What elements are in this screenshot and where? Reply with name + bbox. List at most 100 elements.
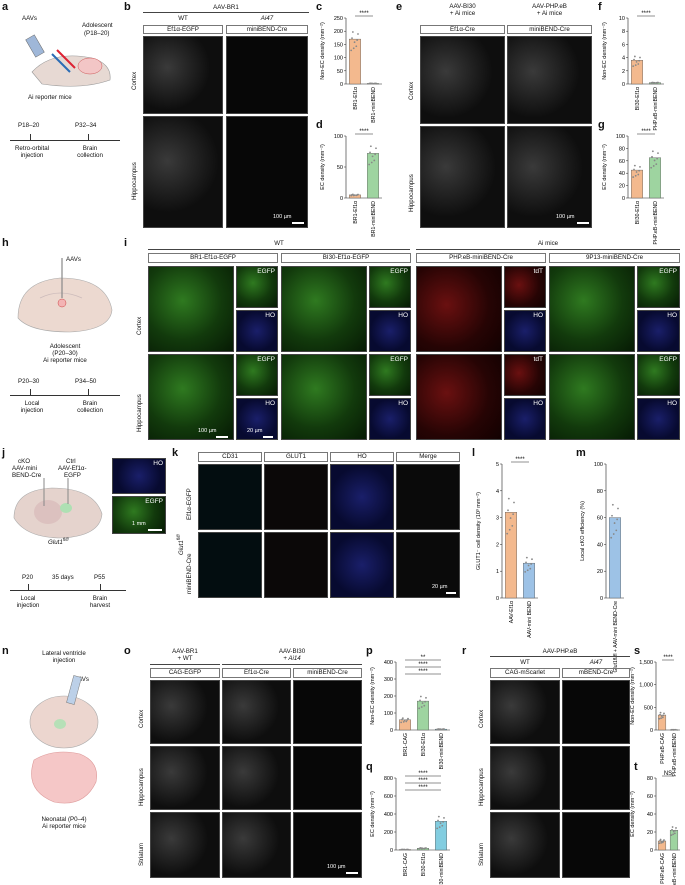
event1a-j: Local [20,595,36,602]
panel-r-col2: mBEND-Cre [562,668,630,678]
micrograph-o-r1-c2 [222,680,291,744]
panel-k-row2: miniBEND-Cre [186,553,193,594]
y-tick-label: 5 [496,462,499,468]
data-point [369,145,372,148]
panel-e-scale: 100 µm [556,214,575,220]
y-tick-label: 200 [334,29,343,35]
micrograph-r-r1-c1 [490,680,560,744]
data-point [437,728,439,731]
data-point [659,711,662,714]
chart-svg-c: 0 50 100 150 200 250 Non-EC density (mm⁻²) BR1-… [320,11,382,123]
panel-label-p: p [366,645,373,657]
y-tick-label: 0 [340,82,343,88]
data-point [675,827,677,829]
data-point [671,826,674,828]
data-point [651,81,653,84]
panel-label-m: m [576,447,586,459]
data-point [439,822,442,825]
event2a-a: Brain [82,145,98,152]
panel-e-col2: miniBEND-Cre [507,25,592,34]
panel-j-cko2: AAV-mini [12,465,37,472]
data-point [357,33,359,35]
micrograph-k-r1-merge [396,464,460,530]
y-tick-label: 60 [597,516,603,522]
y-tick-label: 4 [622,56,625,62]
data-point [655,81,658,84]
y-tick-label: 150 [334,42,343,48]
data-point [632,65,635,68]
neonate-schematic-n [29,675,99,804]
y-tick-label: 20 [647,830,653,836]
y-tick-label: 200 [384,694,393,700]
micrograph-i-c1-r2 [148,354,234,440]
event2b-h: collection [77,407,103,414]
micrograph-i-c2-r1-ho: HO [369,310,411,352]
data-point [660,717,663,719]
panel-label-h: h [2,237,9,249]
data-point [437,819,439,822]
event1b-a: injection [20,152,44,159]
y-tick-label: 80 [647,776,653,782]
data-point [611,514,613,517]
data-point [419,699,421,702]
micrograph-o-r2-c1 [150,746,220,810]
panel-k-scale: 20 µm [432,584,448,590]
y-tick-label: 2 [496,542,499,548]
micrograph-j-egfp: EGFP [112,496,166,534]
chart-svg-t: 0 20 40 60 80 EC density (mm⁻²) PHP.eB-CAG PHP.… [630,771,680,885]
panel-j-cko3: BEND-Cre [12,472,42,479]
panel-label-o: o [124,645,131,657]
y-tick-label: 100 [384,711,393,717]
data-point [405,720,408,723]
y-axis-label: EC density (mm⁻²) [630,791,636,837]
data-point [661,841,664,844]
event2a-j: Brain [92,595,108,602]
micrograph-b-1 [143,36,223,114]
y-tick-label: 50 [337,165,343,171]
chart-s: 0 500 1,000 1,500 Non-EC density (mm⁻²) PHP.e… [626,650,684,776]
panel-i-col3: PHP.eB-miniBEND-Cre [416,253,546,263]
micrograph-e-4 [507,126,592,228]
micrograph-i-c3-r1 [416,266,502,352]
event1b-h: injection [20,407,44,414]
micrograph-i-c3-r2-ho: HO [504,398,546,440]
micrograph-i-c4-r2-egfp: EGFP [637,354,680,396]
panel-r-title: AAV-PHP.eB [542,648,578,655]
event2a-h: Brain [82,400,98,407]
data-point [424,700,427,703]
y-tick-label: 40 [597,542,603,548]
data-point [352,47,355,50]
y-tick-label: 80 [619,146,625,152]
x-tick-label: PHP.eB-miniBEND [672,733,678,777]
micrograph-o-r2-c2 [222,746,291,810]
panel-o-title1a: AAV-BR1 [172,648,198,655]
panel-b-title: AAV-BR1 [213,4,239,11]
y-axis-label: Local cKO efficiency (%) [580,501,586,561]
panel-o-title2b: + Ai14 [283,655,301,662]
age-label-h: (P20–30) [52,350,78,357]
data-point [634,64,637,66]
chart-p: 0 100 200 300 400 Non-EC density (mm⁻²) BR1-CA… [366,650,458,769]
data-point [525,556,528,559]
panel-b-ai: Ai47 [260,15,274,22]
micrograph-j-ho: HO [112,458,166,494]
panel-label-n: n [2,645,9,657]
data-point [638,169,641,172]
data-point [658,842,661,845]
event1a-h: Local [24,400,40,407]
y-tick-label: 20 [619,184,625,190]
y-tick-label: 0 [650,848,653,854]
data-point [351,193,353,196]
micrograph-i-c1-r2-egfp: EGFP [236,354,278,396]
y-tick-label: 40 [619,171,625,177]
y-axis-label: EC density (mm⁻²) [320,144,326,190]
chart-svg-f: 0 2 4 6 8 10 Non-EC density (mm⁻²) BI30-Ef1α PHP… [602,11,664,130]
panel-o-row2: Hippocampus [138,768,145,806]
panel-o-title1b: + WT [177,655,193,662]
y-tick-label: 0 [600,596,603,602]
data-point [419,847,421,850]
data-point [660,841,663,844]
y-tick-label: 0 [622,82,625,88]
panel-label-b: b [124,1,131,13]
